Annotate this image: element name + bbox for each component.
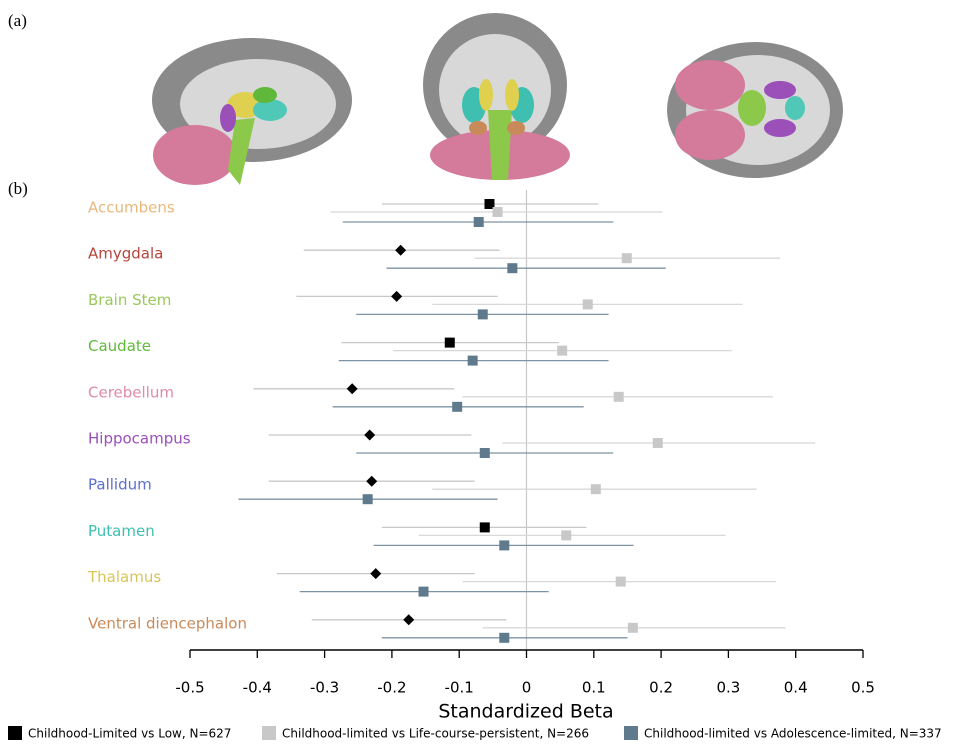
point-square [492,207,503,217]
row-label: Caudate [88,337,151,355]
forest-plot: Accumbens Amygdala Brain Stem Caudate Cerebe… [8,190,942,741]
legend-swatch [624,726,638,740]
point-square [479,522,490,533]
legend-swatch [8,726,22,740]
x-tick-label: 0.3 [716,679,740,697]
brain-coronal [423,13,570,180]
row-label: Putamen [88,522,155,540]
point-square [613,391,624,402]
legend-label: Childhood-limited vs Life-course-persist… [282,727,589,741]
point-square [561,530,572,541]
x-axis-title: Standardized Beta [438,701,613,723]
point-diamond [370,568,382,580]
point-square [479,448,490,458]
point-square [615,576,626,587]
x-tick-label: 0.4 [784,679,808,697]
brain-axial [667,42,843,178]
x-tick-label: 0 [522,679,532,697]
point-square [582,299,593,310]
point-square [473,217,484,227]
row-label: Thalamus [87,568,161,586]
brain-sagittal [152,38,352,185]
row-label: Ventral diencephalon [88,614,247,632]
row-label: Cerebellum [88,383,174,401]
legend-swatch [262,726,276,740]
legend-label: Childhood-Limited vs Low, N=627 [28,727,231,741]
point-square [652,438,663,448]
point-square [507,263,518,274]
row-label: Amygdala [88,245,163,263]
point-diamond [346,383,358,395]
panel-label: (b) [8,179,28,198]
x-tick-label: 0.1 [582,679,606,697]
x-tick-label: -0.3 [310,679,339,697]
point-square [499,632,510,643]
point-square [621,253,632,264]
row-label: Accumbens [88,199,175,217]
point-square [452,401,463,412]
point-diamond [403,614,415,626]
row-label: Hippocampus [88,430,191,448]
panel-label: (a) [8,11,27,30]
point-square [418,586,429,597]
legend-label: Childhood-limited vs Adolescence-limited… [644,727,942,741]
point-diamond [391,290,403,302]
x-tick-label: -0.4 [243,679,272,697]
point-square [467,355,478,366]
x-tick-label: -0.2 [377,679,406,697]
point-square [362,494,373,505]
row-label: Brain Stem [88,291,171,309]
point-square [557,345,568,356]
point-diamond [364,429,376,441]
x-tick-label: 0.2 [649,679,673,697]
point-diamond [395,244,407,256]
x-tick-label: 0.5 [851,679,875,697]
row-label: Pallidum [88,476,152,494]
point-diamond [366,475,378,487]
point-square [484,199,495,209]
point-square [477,309,488,320]
point-square [499,540,510,551]
x-tick-label: -0.1 [445,679,474,697]
point-square [444,337,455,348]
point-square [590,484,601,495]
x-tick-label: -0.5 [175,679,204,697]
point-square [627,622,638,633]
